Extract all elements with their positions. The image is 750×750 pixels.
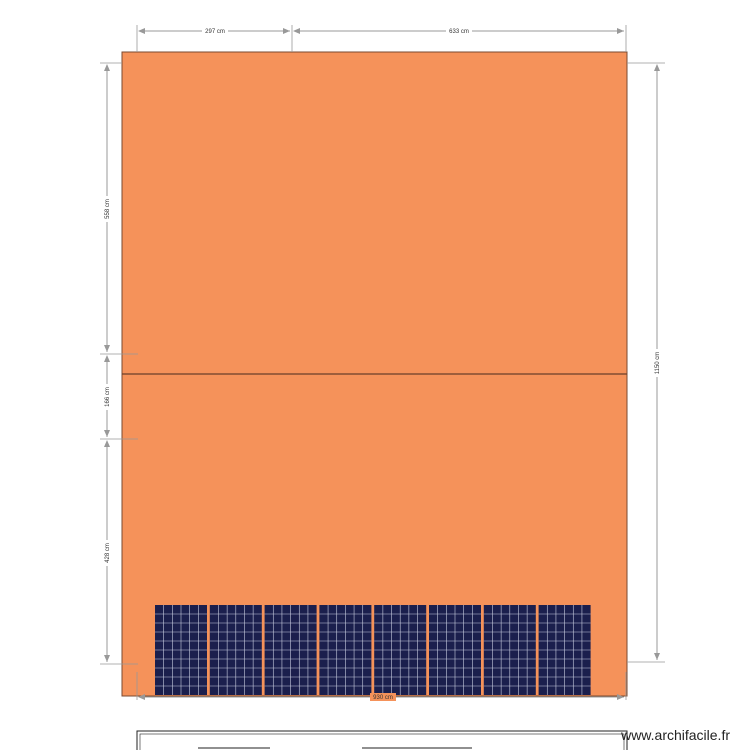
top-dimensions: 297 cm 633 cm <box>136 25 627 52</box>
archifacile-watermark: www.archifacile.fr <box>621 727 730 743</box>
solar-panel-group <box>538 605 591 695</box>
dim-right-total: 1150 cm <box>655 352 661 375</box>
dim-left-lower: 428 cm <box>105 543 111 563</box>
dim-left-middle: 166 cm <box>105 387 111 407</box>
solar-panel-group <box>264 605 317 695</box>
solar-panel-array <box>155 605 591 695</box>
title-block <box>136 730 628 750</box>
left-dimensions: 558 cm 166 cm 428 cm <box>100 62 138 665</box>
right-dimensions: 1150 cm <box>627 62 665 663</box>
dim-top-left: 297 cm <box>205 29 225 35</box>
solar-panel-group <box>429 605 481 695</box>
solar-panel-group <box>483 605 536 695</box>
dim-top-right: 633 cm <box>449 29 469 35</box>
dim-bottom: 930 cm <box>373 695 393 701</box>
solar-panel-group <box>209 605 262 695</box>
solar-panel-group <box>319 605 372 695</box>
bottom-dimensions: 930 cm <box>136 672 627 701</box>
dim-left-upper: 558 cm <box>105 199 111 219</box>
solar-panel-group <box>155 605 207 695</box>
solar-panel-group <box>374 605 427 695</box>
